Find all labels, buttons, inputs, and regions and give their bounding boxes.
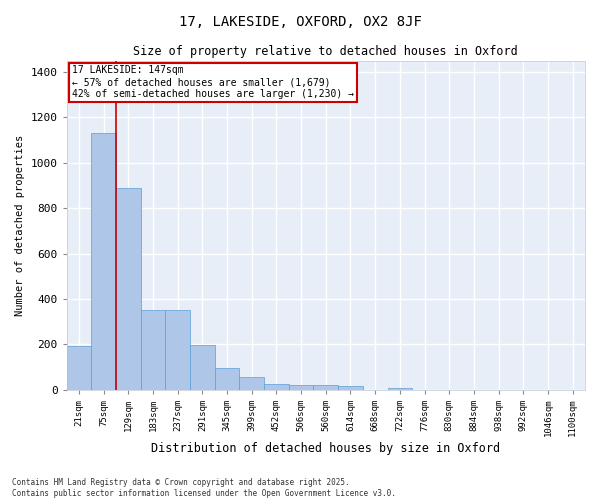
Bar (239, 377, 264, 390)
Text: Contains HM Land Registry data © Crown copyright and database right 2025.
Contai: Contains HM Land Registry data © Crown c… (12, 478, 396, 498)
Bar (215, 368, 239, 390)
Bar (67, 346, 91, 390)
Bar (116, 188, 140, 390)
Y-axis label: Number of detached properties: Number of detached properties (15, 134, 25, 316)
Bar (338, 386, 363, 390)
Title: Size of property relative to detached houses in Oxford: Size of property relative to detached ho… (133, 45, 518, 58)
Bar (140, 310, 166, 390)
Bar (388, 388, 412, 390)
Bar (190, 345, 215, 390)
Bar (166, 310, 190, 390)
Bar (289, 385, 313, 390)
Bar (264, 384, 289, 390)
Text: 17 LAKESIDE: 147sqm
← 57% of detached houses are smaller (1,679)
42% of semi-det: 17 LAKESIDE: 147sqm ← 57% of detached ho… (72, 66, 354, 98)
Bar (91, 133, 116, 390)
Bar (313, 385, 338, 390)
X-axis label: Distribution of detached houses by size in Oxford: Distribution of detached houses by size … (151, 442, 500, 455)
Text: 17, LAKESIDE, OXFORD, OX2 8JF: 17, LAKESIDE, OXFORD, OX2 8JF (179, 15, 421, 29)
